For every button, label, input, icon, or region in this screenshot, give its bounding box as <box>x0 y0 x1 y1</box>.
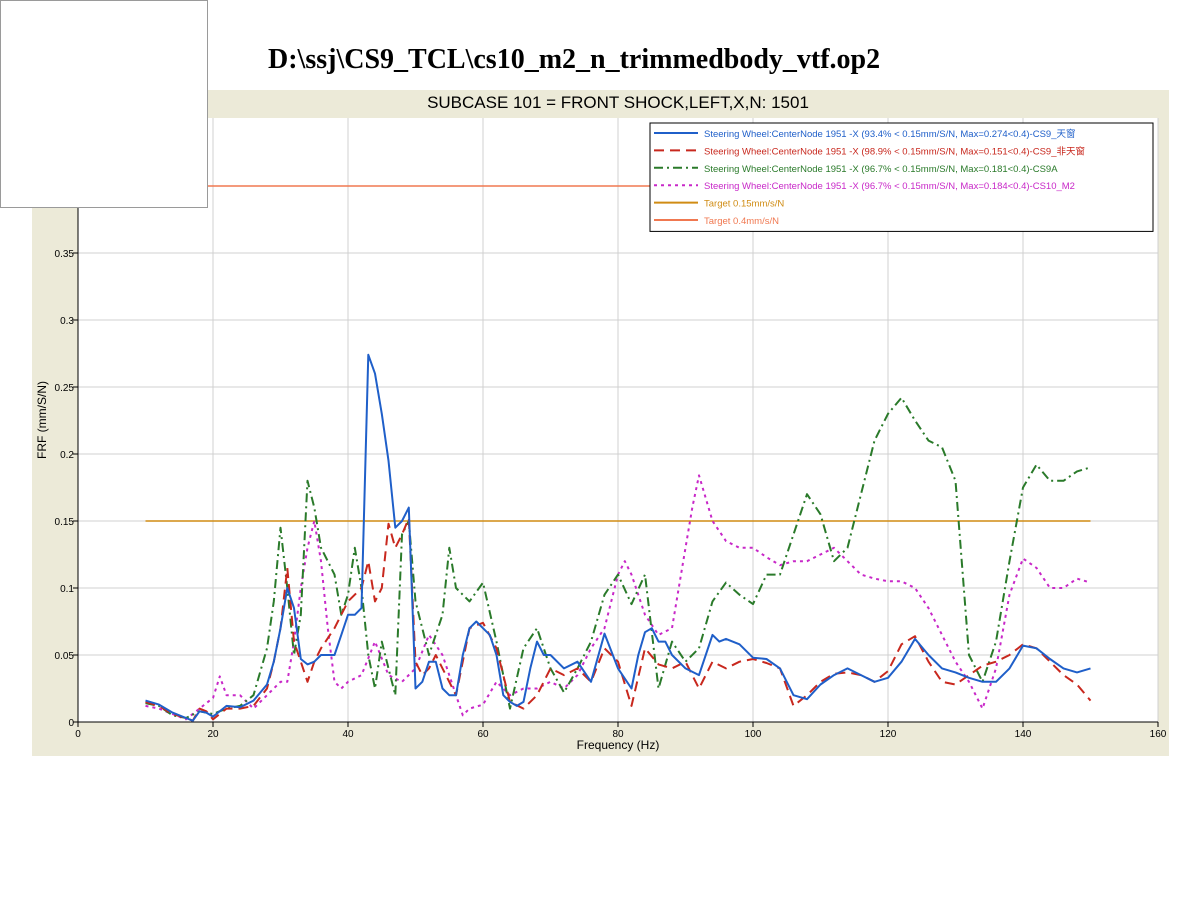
x-tick-label: 20 <box>207 729 219 740</box>
x-axis-label: Frequency (Hz) <box>577 738 660 752</box>
axes: 0 20 40 60 80 100 120 140 160 0 0.05 0.1 0.15 0.2 0.25… <box>55 118 1167 740</box>
y-tick-label: 0.1 <box>60 584 74 595</box>
legend-label-5: Target 0.15mm/s/N <box>704 199 784 210</box>
x-tick-label: 80 <box>612 729 624 740</box>
x-tick-label: 60 <box>477 729 489 740</box>
y-tick-label: 0 <box>68 718 74 729</box>
series-line-1 <box>145 353 1091 722</box>
y-axis-label: FRF (mm/S/N) <box>35 381 49 459</box>
blank-overlay-box <box>0 0 208 208</box>
y-tick-label: 0.05 <box>55 651 75 662</box>
y-tick-label: 0.15 <box>55 517 75 528</box>
y-tick-label: 0.25 <box>55 383 75 394</box>
series-line-3 <box>145 396 1091 719</box>
legend-label-3: Steering Wheel:CenterNode 1951 -X (96.7%… <box>704 164 1058 175</box>
legend-label-6: Target 0.4mm/s/N <box>704 216 779 227</box>
chart-title: SUBCASE 101 = FRONT SHOCK,LEFT,X,N: 1501 <box>427 93 809 112</box>
y-tick-label: 0.2 <box>60 450 74 461</box>
legend-label-4: Steering Wheel:CenterNode 1951 -X (96.7%… <box>704 181 1075 192</box>
x-tick-label: 140 <box>1015 729 1032 740</box>
legend: Steering Wheel:CenterNode 1951 -X (93.4%… <box>649 122 1154 232</box>
legend-label-2: Steering Wheel:CenterNode 1951 -X (98.9%… <box>704 145 1085 157</box>
y-tick-label: 0.35 <box>55 249 75 260</box>
x-tick-label: 0 <box>75 729 81 740</box>
x-tick-label: 160 <box>1150 729 1167 740</box>
legend-label-1: Steering Wheel:CenterNode 1951 -X (93.4%… <box>704 128 1075 140</box>
file-path-title: D:\ssj\CS9_TCL\cs10_m2_n_trimmedbody_vtf… <box>268 44 881 75</box>
legend-box <box>649 122 1154 232</box>
series-line-4 <box>145 474 1091 721</box>
y-tick-label: 0.3 <box>60 316 74 327</box>
x-tick-label: 40 <box>342 729 354 740</box>
x-tick-label: 120 <box>880 729 897 740</box>
x-tick-label: 100 <box>745 729 762 740</box>
